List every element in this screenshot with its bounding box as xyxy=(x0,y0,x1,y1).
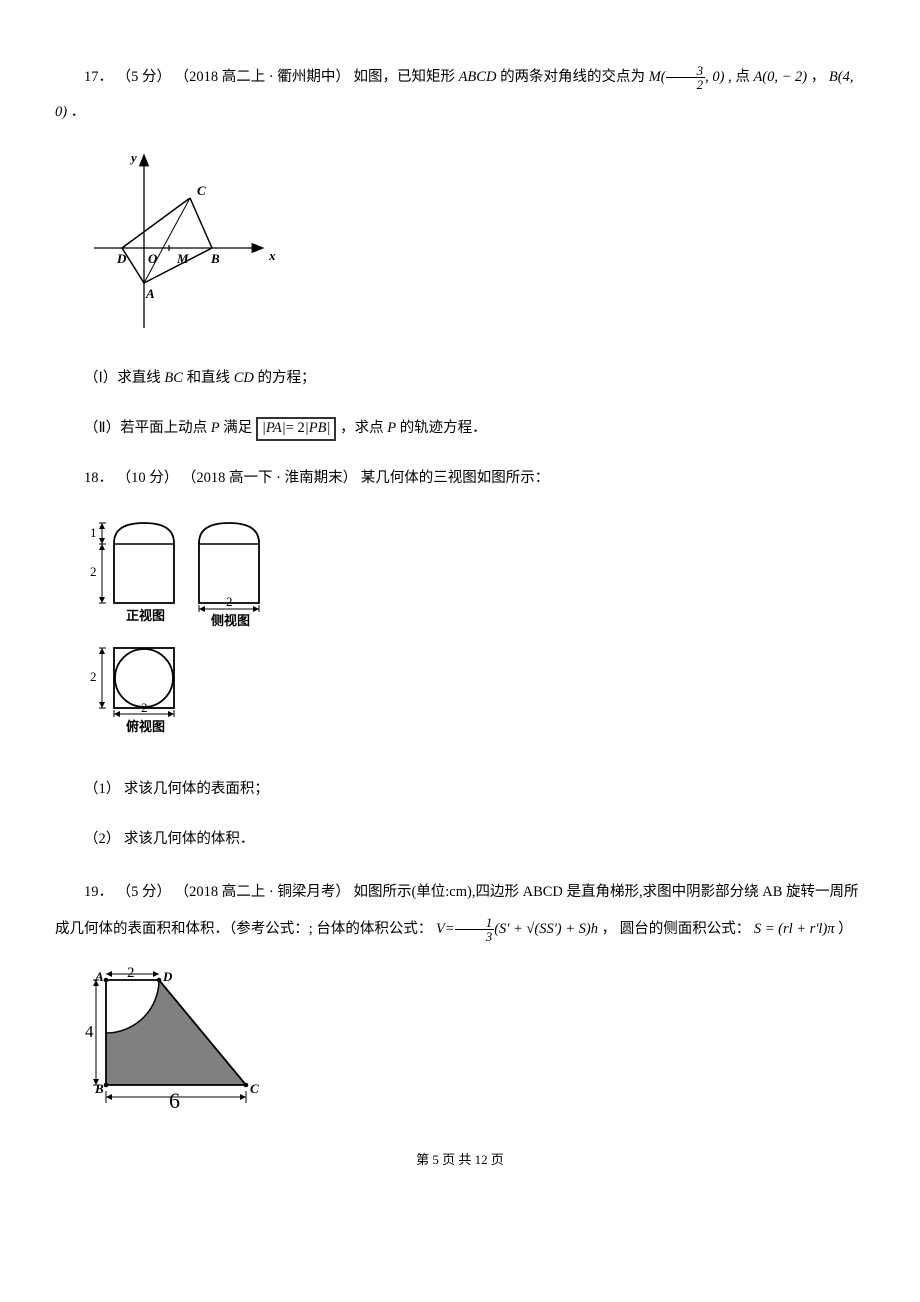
q17-points: （5 分） xyxy=(117,69,171,85)
svg-text:俯视图: 俯视图 xyxy=(126,719,165,734)
q19-num: 19． xyxy=(84,884,113,900)
svg-text:A: A xyxy=(145,286,155,301)
q17-source: （2018 高二上 · 衢州期中） xyxy=(175,69,350,85)
q18-num: 18． xyxy=(84,470,113,486)
q17-M: M(32, 0) xyxy=(649,69,728,85)
svg-text:C: C xyxy=(250,1081,259,1096)
q17-figure: D O M B A C x y xyxy=(84,148,865,346)
svg-text:y: y xyxy=(129,150,137,165)
q17-svg: D O M B A C x y xyxy=(84,148,279,338)
q17-A: A(0, − 2) xyxy=(753,69,807,85)
q17-part2: （Ⅱ）若平面上动点 P 满足 |PA|= 2|PB| ，求点 P 的轨迹方程． xyxy=(84,413,865,445)
svg-text:x: x xyxy=(268,248,276,263)
svg-text:O: O xyxy=(148,251,158,266)
svg-text:4: 4 xyxy=(85,1022,94,1041)
q17-part1: （Ⅰ）求直线 BC 和直线 CD 的方程； xyxy=(84,363,865,395)
q18-svg: 1 2 正视图 2 侧视图 2 2 俯视图 xyxy=(84,513,279,748)
svg-text:1: 1 xyxy=(90,525,97,540)
q19-vol-formula: V=13(S' + √(SS') + S)h xyxy=(436,921,602,937)
q17-condition: |PA|= 2|PB| xyxy=(256,417,337,440)
svg-text:侧视图: 侧视图 xyxy=(211,613,250,628)
svg-text:2: 2 xyxy=(141,700,148,715)
page-number: 5 xyxy=(432,1152,439,1167)
svg-text:2: 2 xyxy=(226,594,233,609)
q18-source: （2018 高一下 · 淮南期末） xyxy=(182,470,357,486)
svg-text:2: 2 xyxy=(127,967,135,981)
svg-text:D: D xyxy=(162,969,173,984)
svg-text:6: 6 xyxy=(169,1088,180,1113)
q18-part1: （1） 求该几何体的表面积； xyxy=(84,774,865,806)
page-total: 12 xyxy=(475,1152,488,1167)
svg-text:D: D xyxy=(116,251,127,266)
page-footer: 第 5 页 共 12 页 xyxy=(55,1150,865,1170)
svg-text:正视图: 正视图 xyxy=(126,608,165,623)
svg-text:C: C xyxy=(197,183,206,198)
q18-figure: 1 2 正视图 2 侧视图 2 2 俯视图 xyxy=(84,513,865,756)
svg-text:M: M xyxy=(176,251,189,266)
svg-text:B: B xyxy=(210,251,220,266)
q19-source: （2018 高二上 · 铜梁月考） xyxy=(175,884,350,900)
q18-part2: （2） 求该几何体的体积． xyxy=(84,824,865,856)
q18-stem: 18． （10 分） （2018 高一下 · 淮南期末） 某几何体的三视图如图所… xyxy=(84,463,865,495)
q19-points: （5 分） xyxy=(117,884,171,900)
svg-text:2: 2 xyxy=(90,669,97,684)
q17-stem: 17． （5 分） （2018 高二上 · 衢州期中） 如图，已知矩形 ABCD… xyxy=(55,60,865,130)
q17-num: 17． xyxy=(84,69,113,85)
q19-figure: A D B C 2 4 6 xyxy=(84,967,865,1125)
q19-stem: 19． （5 分） （2018 高二上 · 铜梁月考） 如图所示(单位:cm),… xyxy=(55,874,865,949)
q17-abcd: ABCD xyxy=(459,69,497,85)
svg-text:2: 2 xyxy=(90,564,97,579)
q18-points: （10 分） xyxy=(117,470,179,486)
q19-area-formula: S = (rl + r'l)π xyxy=(754,921,835,937)
q19-svg: A D B C 2 4 6 xyxy=(84,967,269,1117)
